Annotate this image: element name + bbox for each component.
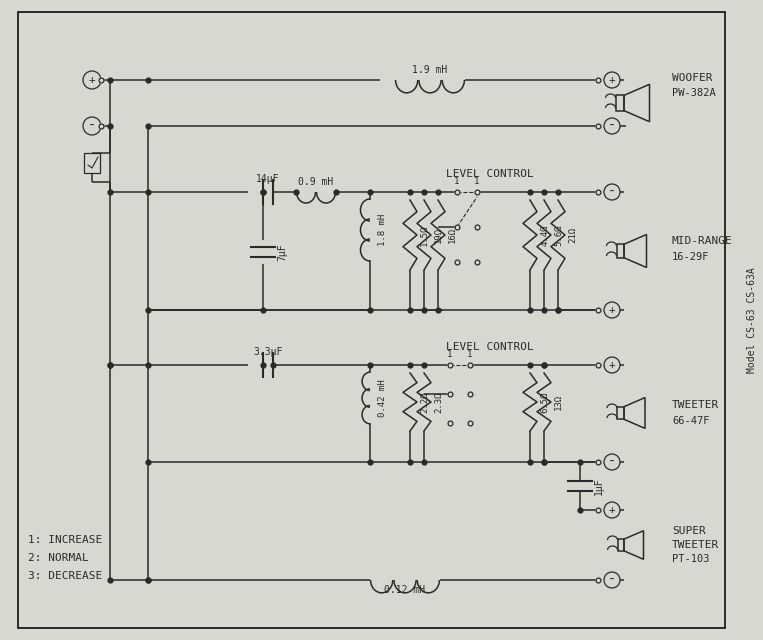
Text: 7μF: 7μF <box>277 243 287 261</box>
Text: 5.6Ω: 5.6Ω <box>554 224 563 246</box>
Text: 2: NORMAL: 2: NORMAL <box>28 553 89 563</box>
Text: TWEETER: TWEETER <box>672 540 720 550</box>
Text: PT-103: PT-103 <box>672 554 710 564</box>
Text: -: - <box>608 185 617 199</box>
Bar <box>84 153 100 173</box>
Text: -: - <box>608 455 617 469</box>
Bar <box>617 244 624 258</box>
Text: 16-29F: 16-29F <box>672 252 710 262</box>
Text: 6.5Ω: 6.5Ω <box>540 391 549 413</box>
Text: -: - <box>608 573 617 587</box>
Text: PW-382A: PW-382A <box>672 88 716 98</box>
Text: 3: DECREASE: 3: DECREASE <box>28 571 102 581</box>
Text: 1.9 mH: 1.9 mH <box>412 65 448 75</box>
Text: 0.12 mH: 0.12 mH <box>385 585 426 595</box>
Text: 14μF: 14μF <box>256 174 280 184</box>
Text: 3.3μF: 3.3μF <box>253 347 282 357</box>
Text: 16Ω: 16Ω <box>448 227 457 243</box>
Text: 1: 1 <box>475 177 480 186</box>
Text: 21Ω: 21Ω <box>568 227 577 243</box>
Text: +: + <box>89 75 95 85</box>
Text: WOOFER: WOOFER <box>672 73 713 83</box>
Text: 19Ω: 19Ω <box>434 227 443 243</box>
Text: 66-47F: 66-47F <box>672 416 710 426</box>
Text: 1: 1 <box>447 350 452 359</box>
Text: 1: 1 <box>454 177 459 186</box>
Text: 0.9 mH: 0.9 mH <box>298 177 333 187</box>
Bar <box>616 95 624 111</box>
Text: MID-RANGE: MID-RANGE <box>672 236 732 246</box>
Text: 2.2Ω: 2.2Ω <box>420 391 429 413</box>
Bar <box>617 406 624 419</box>
Text: -: - <box>88 119 96 133</box>
Text: 0.42 mH: 0.42 mH <box>378 379 387 417</box>
Text: +: + <box>609 75 616 85</box>
Text: TWEETER: TWEETER <box>672 400 720 410</box>
Text: 1.8 mH: 1.8 mH <box>378 214 387 246</box>
Text: 4.4Ω: 4.4Ω <box>540 224 549 246</box>
Text: +: + <box>609 360 616 370</box>
Text: 13Ω: 13Ω <box>554 394 563 410</box>
Text: LEVEL CONTROL: LEVEL CONTROL <box>446 169 534 179</box>
Text: 1.5Ω: 1.5Ω <box>420 224 429 246</box>
Text: +: + <box>609 505 616 515</box>
Text: LEVEL CONTROL: LEVEL CONTROL <box>446 342 534 352</box>
Text: Model CS-63 CS-63A: Model CS-63 CS-63A <box>747 267 757 373</box>
Text: 1: 1 <box>467 350 473 359</box>
Text: +: + <box>609 305 616 315</box>
Text: -: - <box>608 119 617 133</box>
Text: 2.3Ω: 2.3Ω <box>434 391 443 413</box>
Bar <box>617 539 624 551</box>
Text: 1: INCREASE: 1: INCREASE <box>28 535 102 545</box>
Text: 1μF: 1μF <box>594 477 604 495</box>
Text: SUPER: SUPER <box>672 526 706 536</box>
